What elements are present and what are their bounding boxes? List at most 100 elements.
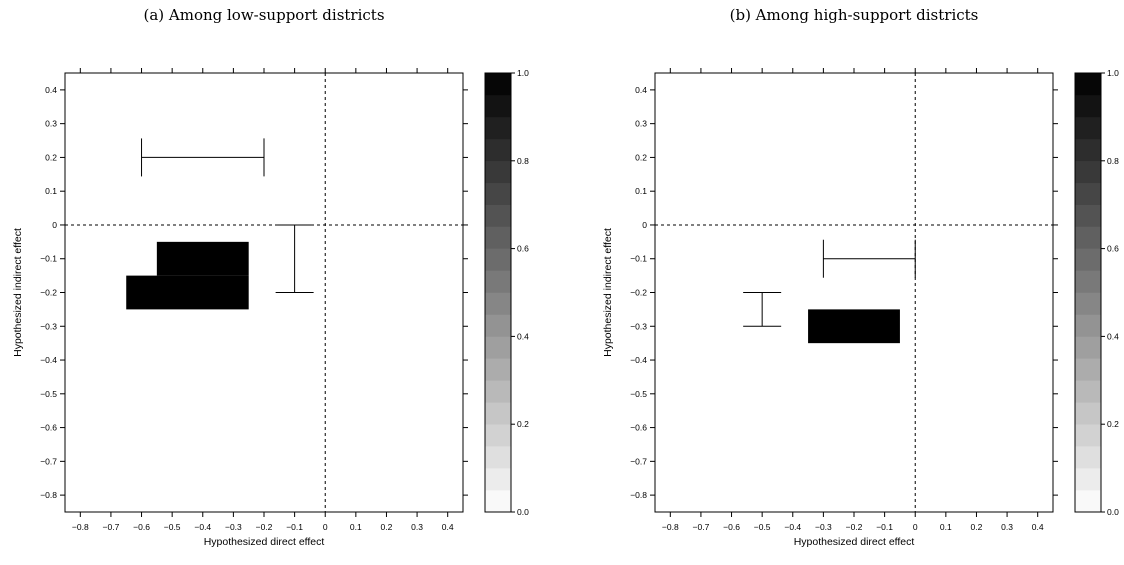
y-tick-label: −0.4 — [630, 355, 647, 365]
colorbar-band — [485, 94, 511, 118]
colorbar-band — [485, 358, 511, 381]
colorbar-band — [1075, 73, 1101, 96]
x-tick-label: 0.4 — [1032, 522, 1044, 532]
colorbar-band — [1075, 380, 1101, 403]
x-tick-label: −0.8 — [72, 522, 89, 532]
colorbar-band — [1075, 226, 1101, 249]
y-tick-label: 0.4 — [45, 85, 57, 95]
x-tick-label: −0.4 — [194, 522, 211, 532]
x-tick-label: −0.7 — [693, 522, 710, 532]
x-tick-label: 0.1 — [350, 522, 362, 532]
colorbar-band — [1075, 336, 1101, 359]
colorbar-band — [485, 468, 511, 491]
colorbar-tick-label: 0.2 — [1107, 419, 1119, 429]
y-tick-label: −0.3 — [630, 321, 647, 331]
y-tick-label: 0 — [52, 220, 57, 230]
x-tick-label: −0.8 — [662, 522, 679, 532]
colorbar-band — [1075, 116, 1101, 140]
colorbar-band — [1075, 446, 1101, 469]
x-tick-label: 0.2 — [381, 522, 393, 532]
x-tick-label: −0.7 — [103, 522, 120, 532]
y-tick-label: 0.2 — [45, 152, 57, 162]
x-tick-label: 0 — [913, 522, 918, 532]
x-tick-label: −0.3 — [225, 522, 242, 532]
colorbar-band — [485, 446, 511, 469]
x-tick-label: −0.6 — [723, 522, 740, 532]
colorbar-band — [485, 182, 511, 205]
colorbar-band — [1075, 138, 1101, 162]
colorbar-band — [1075, 424, 1101, 447]
x-tick-label: −0.6 — [133, 522, 150, 532]
panel-title: (a) Among low-support districts — [143, 6, 384, 24]
x-tick-label: 0.3 — [411, 522, 423, 532]
y-tick-label: −0.6 — [630, 423, 647, 433]
colorbar-band — [1075, 160, 1101, 184]
y-axis-label: Hypothesized indirect effect — [602, 228, 614, 357]
x-tick-label: 0.4 — [442, 522, 454, 532]
colorbar-band — [485, 292, 511, 315]
y-axis-label: Hypothesized indirect effect — [12, 228, 24, 357]
y-tick-label: −0.2 — [40, 288, 57, 298]
y-tick-label: −0.1 — [40, 254, 57, 264]
colorbar-tick-label: 0.4 — [1107, 331, 1119, 341]
y-tick-label: 0.1 — [45, 186, 57, 196]
colorbar-band — [485, 270, 511, 293]
colorbar-band — [1075, 314, 1101, 337]
colorbar-band — [485, 336, 511, 359]
y-tick-label: −0.4 — [40, 355, 57, 365]
colorbar-frame — [484, 72, 512, 513]
colorbar-band — [485, 402, 511, 425]
colorbar-band — [485, 490, 511, 513]
colorbar-band — [1075, 490, 1101, 513]
colorbar-band — [485, 204, 511, 227]
x-axis-label: Hypothesized direct effect — [794, 536, 915, 548]
colorbar-band — [485, 116, 511, 140]
colorbar-tick-label: 0.6 — [1107, 244, 1119, 254]
y-tick-label: 0.4 — [635, 85, 647, 95]
y-tick-label: −0.2 — [630, 288, 647, 298]
y-tick-label: 0 — [642, 220, 647, 230]
colorbar-band — [485, 226, 511, 249]
y-tick-label: −0.5 — [40, 389, 57, 399]
y-tick-label: −0.7 — [40, 456, 57, 466]
plot-frame — [654, 72, 1054, 513]
colorbar-tick-label: 0.8 — [1107, 156, 1119, 166]
heatmap-cell-1 — [126, 275, 249, 310]
y-tick-label: −0.3 — [40, 321, 57, 331]
colorbar-band — [1075, 248, 1101, 271]
colorbar-tick-label: 1.0 — [517, 68, 529, 78]
x-tick-label: −0.1 — [876, 522, 893, 532]
colorbar-frame — [1074, 72, 1102, 513]
colorbar-band — [1075, 358, 1101, 381]
y-tick-label: 0.3 — [635, 119, 647, 129]
x-tick-label: −0.4 — [784, 522, 801, 532]
colorbar-tick-label: 0.0 — [517, 507, 529, 517]
colorbar-band — [485, 380, 511, 403]
x-tick-label: −0.5 — [164, 522, 181, 532]
heatmap-cell-0 — [808, 309, 900, 344]
x-tick-label: −0.3 — [815, 522, 832, 532]
colorbar-band — [485, 248, 511, 271]
y-tick-label: 0.1 — [635, 186, 647, 196]
colorbar-band — [485, 138, 511, 162]
x-tick-label: 0.3 — [1001, 522, 1013, 532]
colorbar-tick-label: 0.8 — [517, 156, 529, 166]
colorbar-tick-label: 0.0 — [1107, 507, 1119, 517]
y-tick-label: 0.2 — [635, 152, 647, 162]
y-tick-label: −0.1 — [630, 254, 647, 264]
heatmap-cell-0 — [156, 241, 249, 276]
colorbar-band — [1075, 292, 1101, 315]
colorbar-tick-label: 0.4 — [517, 331, 529, 341]
colorbar-band — [485, 160, 511, 184]
y-tick-label: −0.8 — [40, 490, 57, 500]
x-tick-label: 0 — [323, 522, 328, 532]
y-tick-label: 0.3 — [45, 119, 57, 129]
colorbar-band — [485, 424, 511, 447]
colorbar-band — [1075, 204, 1101, 227]
y-tick-label: −0.6 — [40, 423, 57, 433]
colorbar-band — [485, 73, 511, 96]
colorbar-tick-label: 0.6 — [517, 244, 529, 254]
chart-panel-a: (a) Among low-support districts −0.8 −0.7 −… — [12, 6, 529, 548]
x-tick-label: −0.5 — [754, 522, 771, 532]
x-tick-label: −0.2 — [256, 522, 273, 532]
